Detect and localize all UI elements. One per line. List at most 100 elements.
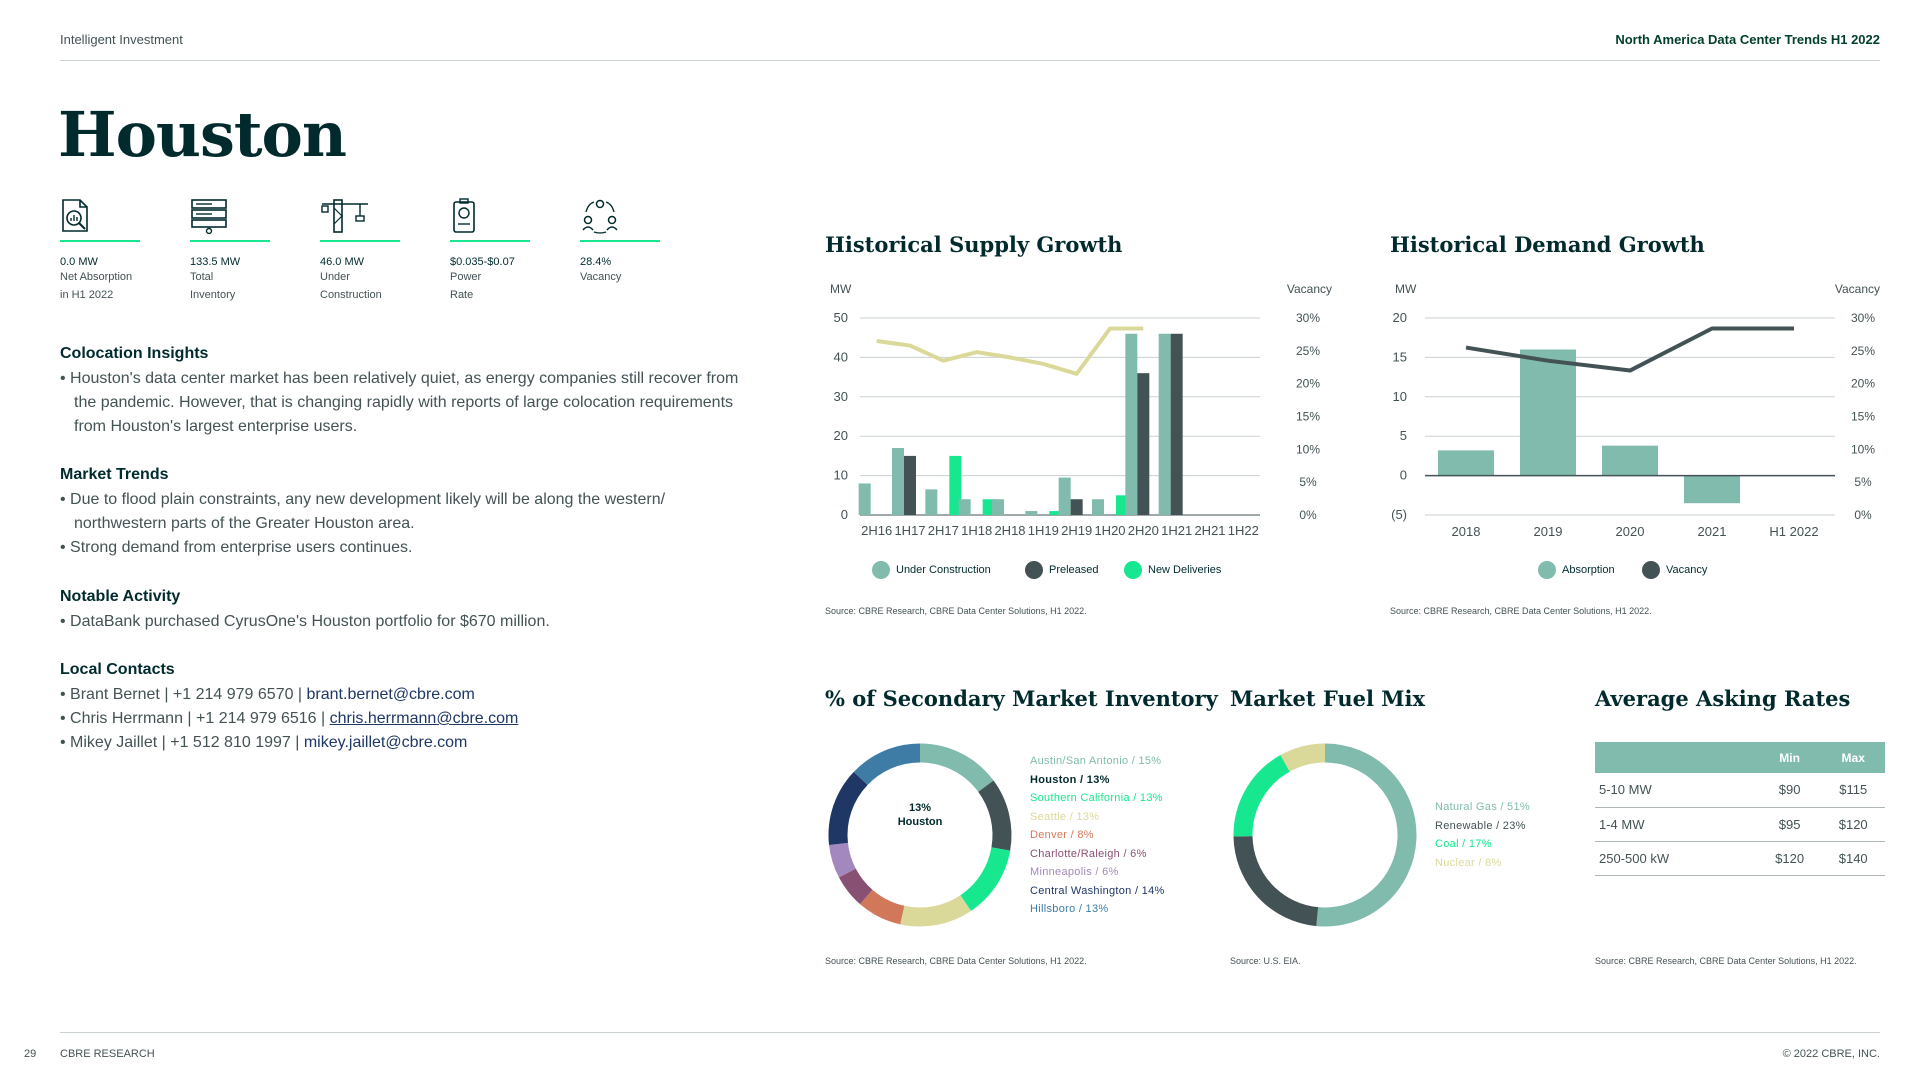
bar-new-deliveries [1049, 511, 1062, 515]
inventory-legend: Austin/San Antonio / 15% Houston / 13% Sou… [1030, 752, 1165, 919]
inventory-donut-chart [828, 743, 1012, 927]
notable-activity-section: Notable Activity DataBank purchased Cyru… [60, 588, 760, 634]
section-heading: Colocation Insights [60, 345, 209, 362]
legend-entry: Denver / 8% [1030, 829, 1094, 841]
supply-chart-title: Historical Supply Growth [825, 232, 1123, 257]
contact-item: Brant Bernet | +1 214 979 6570 | brant.b… [60, 683, 760, 707]
stat-label: Power [450, 271, 482, 283]
y2-tick-label: 25% [1296, 344, 1320, 358]
local-contacts-section: Local Contacts Brant Bernet | +1 214 979… [60, 661, 760, 755]
bar-under-construction [1125, 333, 1138, 515]
y-axis-title: MW [830, 282, 852, 296]
legend-label: Absorption [1562, 564, 1615, 576]
y-tick-label: 20 [834, 428, 848, 443]
stat-value: $0.035-$0.07 [450, 256, 515, 268]
donut-slice [1316, 743, 1417, 927]
bar-under-construction [1025, 511, 1038, 515]
table-cell: $95 [1757, 807, 1822, 842]
y2-tick-label: 15% [1851, 410, 1875, 424]
x-tick-label: H1 2022 [1769, 524, 1818, 539]
y2-tick-label: 10% [1296, 442, 1320, 456]
bar-absorption [1602, 445, 1658, 476]
x-tick-label: 1H18 [961, 523, 992, 538]
bullet-item: Houston's data center market has been re… [60, 367, 760, 439]
bar-under-construction [925, 489, 938, 515]
bar-under-construction [958, 499, 971, 515]
fuel-donut-chart [1233, 743, 1417, 927]
legend-label: Vacancy [1666, 564, 1708, 576]
legend-entry: Hillsboro / 13% [1030, 903, 1109, 915]
contact-email-link[interactable]: brant.bernet@cbre.com [306, 686, 475, 703]
donut-slice [978, 780, 1012, 851]
inventory-chart-title: % of Secondary Market Inventory [825, 686, 1218, 711]
y2-tick-label: 30% [1296, 311, 1320, 325]
rates-table: Min Max 5-10 MW $90 $115 1-4 MW $95 $120… [1595, 742, 1885, 876]
contact-details: Brant Bernet | +1 214 979 6570 | [70, 686, 307, 703]
stat-value: 133.5 MW [190, 256, 241, 268]
rates-title: Average Asking Rates [1595, 686, 1851, 711]
stat-underline [580, 240, 660, 242]
bar-preleased [1070, 499, 1083, 515]
stat-underline [60, 240, 140, 242]
supply-chart: MW Vacancy 50 40 30 20 10 0 30% 25% 20% 15% 10% 5% 0% 2… [830, 282, 1332, 538]
bar-under-construction [858, 483, 871, 515]
section-heading: Local Contacts [60, 661, 175, 678]
legend-entry: Minneapolis / 6% [1030, 866, 1119, 878]
legend-swatch [1025, 561, 1043, 579]
bullet-item: DataBank purchased CyrusOne's Houston po… [60, 610, 760, 634]
legend-entry: Austin/San Antonio / 15% [1030, 755, 1162, 767]
contact-email-link[interactable]: mikey.jaillet@cbre.com [303, 734, 468, 751]
rates-header-cell: Min [1757, 742, 1822, 773]
bullet-item: Due to flood plain constraints, any new … [60, 488, 760, 536]
y-tick-label: 10 [1393, 389, 1407, 404]
bar-under-construction [992, 499, 1004, 515]
stat-value: 0.0 MW [60, 256, 98, 268]
y2-tick-label: 15% [1296, 410, 1320, 424]
legend-entry: Southern California / 13% [1030, 792, 1163, 804]
legend-new-deliveries: New Deliveries [1124, 561, 1221, 579]
server-rack-icon [191, 199, 227, 234]
y2-tick-label: 20% [1851, 377, 1875, 391]
header-divider [60, 60, 1880, 61]
x-tick-label: 1H21 [1161, 523, 1192, 538]
stat-underline [320, 240, 400, 242]
legend-under-construction: Under Construction [872, 561, 991, 579]
stat-total-inventory: 133.5 MW Total Inventory [190, 198, 270, 304]
y2-tick-label: 0% [1299, 508, 1317, 522]
stat-underline [190, 240, 270, 242]
stat-label: Under [320, 271, 350, 283]
contact-email-link[interactable]: chris.herrmann@cbre.com [329, 710, 519, 727]
rates-header-cell [1595, 742, 1758, 773]
x-tick-label: 1H22 [1228, 523, 1259, 538]
x-tick-label: 2H19 [1061, 523, 1092, 538]
legend-entry: Houston / 13% [1030, 773, 1110, 786]
bar-new-deliveries [949, 455, 962, 515]
vacancy-line [1465, 326, 1794, 373]
legend-entry: Nuclear / 8% [1435, 856, 1502, 869]
stat-underline [450, 240, 530, 242]
donut-slice [1233, 755, 1291, 837]
table-cell: $120 [1757, 841, 1822, 876]
y-tick-label: (5) [1391, 507, 1407, 522]
donut-slice [960, 846, 1011, 911]
rates-header-cell: Max [1821, 742, 1885, 773]
rates-source: Source: CBRE Research, CBRE Data Center … [1595, 956, 1857, 966]
table-cell: 5-10 MW [1595, 773, 1758, 808]
supply-chart-source: Source: CBRE Research, CBRE Data Center … [825, 606, 1087, 616]
y-tick-label: 0 [1400, 468, 1407, 483]
contact-details: Chris Herrmann | +1 214 979 6516 | [70, 710, 330, 727]
legend-label: Under Construction [896, 564, 991, 576]
stat-value: 28.4% [580, 256, 612, 268]
contact-item: Mikey Jaillet | +1 512 810 1997 | mikey.… [60, 731, 760, 755]
stat-net-absorption: 0.0 MW Net Absorption in H1 2022 [60, 198, 140, 304]
y-tick-label: 0 [841, 507, 848, 522]
legend-entry: Natural Gas / 51% [1435, 801, 1530, 813]
x-tick-label: 2019 [1534, 524, 1563, 539]
stat-label: in H1 2022 [60, 289, 114, 301]
stat-label: Vacancy [580, 271, 622, 283]
y-tick-label: 40 [834, 349, 848, 364]
y-tick-label: 10 [834, 468, 848, 483]
table-cell: $115 [1821, 773, 1885, 808]
contact-details: Mikey Jaillet | +1 512 810 1997 | [70, 734, 304, 751]
donut-slice [859, 889, 905, 925]
